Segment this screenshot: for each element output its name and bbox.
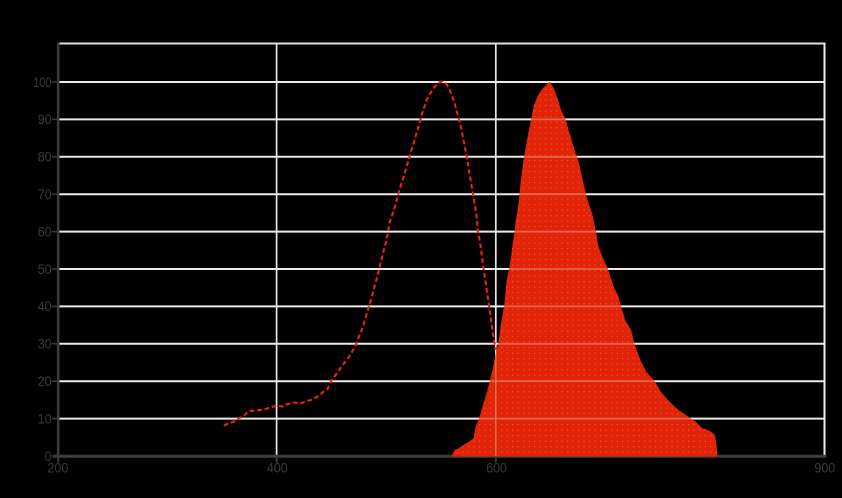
svg-text:10: 10 — [38, 410, 52, 426]
svg-text:30: 30 — [38, 336, 52, 352]
svg-text:600: 600 — [486, 459, 507, 475]
svg-text:100: 100 — [33, 74, 52, 90]
svg-text:400: 400 — [267, 459, 288, 475]
svg-text:80: 80 — [38, 149, 52, 165]
svg-text:200: 200 — [48, 459, 69, 475]
svg-text:60: 60 — [38, 223, 52, 239]
svg-text:90: 90 — [38, 111, 52, 127]
svg-text:40: 40 — [38, 298, 52, 314]
svg-text:50: 50 — [38, 261, 52, 277]
svg-text:0: 0 — [45, 448, 52, 464]
svg-text:900: 900 — [814, 459, 835, 475]
svg-text:70: 70 — [38, 186, 52, 202]
svg-text:20: 20 — [38, 373, 52, 389]
